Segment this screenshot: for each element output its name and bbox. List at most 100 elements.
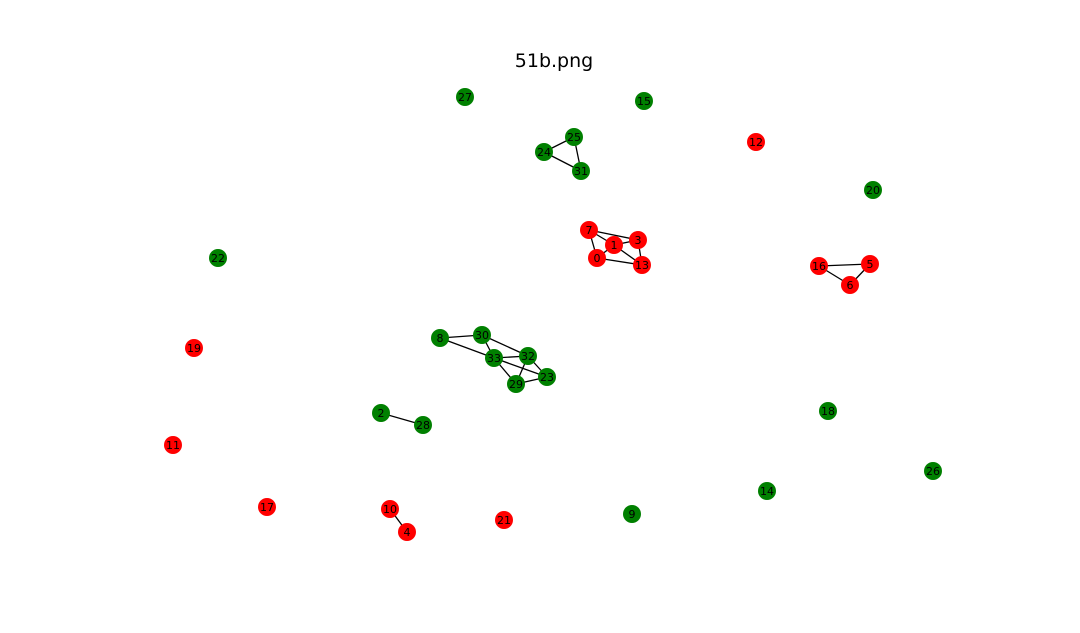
node-label: 25 [567, 131, 581, 144]
node-label: 19 [187, 342, 201, 355]
node-14: 14 [758, 482, 776, 500]
node-label: 33 [487, 352, 501, 365]
node-circle [209, 249, 227, 267]
node-circle [572, 162, 590, 180]
node-28: 28 [414, 416, 432, 434]
node-circle [819, 402, 837, 420]
node-label: 11 [166, 439, 180, 452]
node-circle [623, 505, 641, 523]
node-12: 12 [747, 133, 765, 151]
node-label: 15 [637, 95, 651, 108]
node-circle [629, 231, 647, 249]
node-circle [485, 349, 503, 367]
node-label: 8 [437, 332, 444, 345]
node-circle [588, 249, 606, 267]
node-10: 10 [381, 500, 399, 518]
edge-33-23 [493, 357, 548, 378]
node-label: 26 [926, 465, 940, 478]
node-18: 18 [819, 402, 837, 420]
node-label: 14 [760, 485, 774, 498]
node-22: 22 [209, 249, 227, 267]
node-26: 26 [924, 462, 942, 480]
node-8: 8 [431, 329, 449, 347]
nodes-layer: 0123456789101112131415161718192021222324… [164, 88, 942, 541]
node-circle [507, 375, 525, 393]
node-label: 24 [537, 146, 551, 159]
node-9: 9 [623, 505, 641, 523]
node-5: 5 [861, 255, 879, 273]
node-circle [810, 257, 828, 275]
node-label: 23 [540, 371, 554, 384]
node-circle [431, 329, 449, 347]
node-label: 21 [497, 514, 511, 527]
node-label: 20 [866, 184, 880, 197]
node-label: 3 [635, 234, 642, 247]
node-27: 27 [456, 88, 474, 106]
node-7: 7 [580, 221, 598, 239]
node-25: 25 [565, 128, 583, 146]
figure-title: 51b.png [514, 50, 594, 72]
node-circle [495, 511, 513, 529]
node-13: 13 [633, 256, 651, 274]
node-4: 4 [398, 523, 416, 541]
node-circle [398, 523, 416, 541]
node-33: 33 [485, 349, 503, 367]
node-circle [164, 436, 182, 454]
node-circle [635, 92, 653, 110]
node-label: 22 [211, 252, 225, 265]
node-circle [258, 498, 276, 516]
node-label: 0 [594, 252, 601, 265]
node-circle [864, 181, 882, 199]
node-circle [747, 133, 765, 151]
node-19: 19 [185, 339, 203, 357]
node-circle [605, 236, 623, 254]
node-label: 29 [509, 378, 523, 391]
node-32: 32 [519, 347, 537, 365]
node-0: 0 [588, 249, 606, 267]
node-circle [535, 143, 553, 161]
node-label: 16 [812, 260, 826, 273]
node-3: 3 [629, 231, 647, 249]
node-circle [519, 347, 537, 365]
node-label: 10 [383, 503, 397, 516]
node-23: 23 [538, 368, 556, 386]
node-circle [861, 255, 879, 273]
node-label: 32 [521, 350, 535, 363]
node-20: 20 [864, 181, 882, 199]
node-17: 17 [258, 498, 276, 516]
edges-layer [380, 136, 871, 533]
node-6: 6 [841, 276, 859, 294]
node-label: 5 [867, 258, 874, 271]
node-label: 7 [586, 224, 593, 237]
node-label: 1 [611, 239, 618, 252]
node-circle [633, 256, 651, 274]
node-label: 30 [475, 329, 489, 342]
node-label: 12 [749, 136, 763, 149]
node-21: 21 [495, 511, 513, 529]
node-11: 11 [164, 436, 182, 454]
node-label: 31 [574, 165, 588, 178]
node-label: 28 [416, 419, 430, 432]
node-label: 17 [260, 501, 274, 514]
node-label: 18 [821, 405, 835, 418]
node-label: 6 [847, 279, 854, 292]
node-24: 24 [535, 143, 553, 161]
node-label: 4 [404, 526, 411, 539]
node-circle [758, 482, 776, 500]
node-circle [841, 276, 859, 294]
node-30: 30 [473, 326, 491, 344]
node-circle [473, 326, 491, 344]
edge-8-33 [439, 337, 495, 359]
node-circle [565, 128, 583, 146]
node-circle [185, 339, 203, 357]
node-label: 2 [378, 407, 385, 420]
node-label: 9 [629, 508, 636, 521]
node-label: 13 [635, 259, 649, 272]
node-circle [924, 462, 942, 480]
node-circle [372, 404, 390, 422]
node-circle [580, 221, 598, 239]
node-circle [456, 88, 474, 106]
node-31: 31 [572, 162, 590, 180]
